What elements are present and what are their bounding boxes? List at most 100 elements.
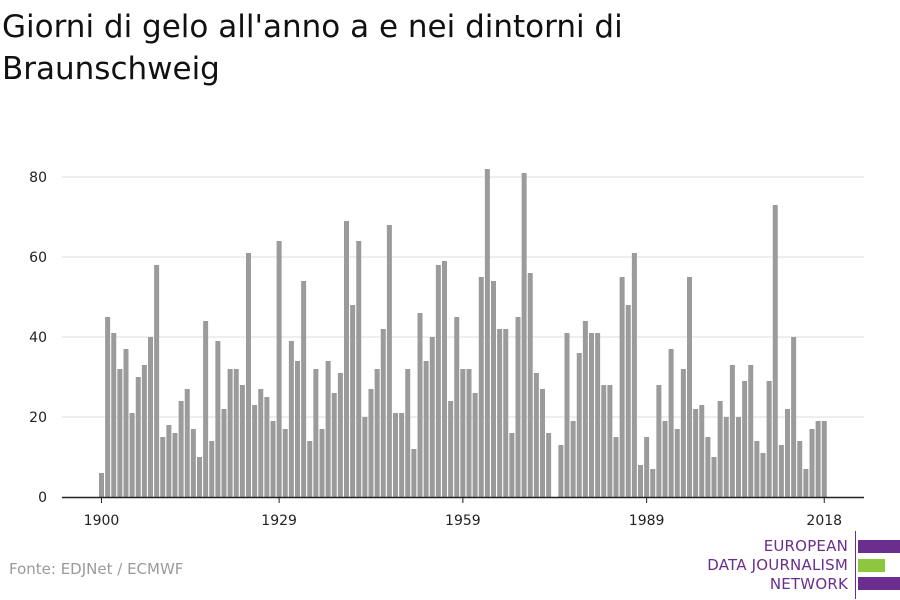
bar-1910 xyxy=(160,437,166,497)
bar-1933 xyxy=(301,281,307,497)
bar-1912 xyxy=(172,433,178,497)
x-axis-ticks: 1900 1929 1959 1989 2018 xyxy=(84,497,842,529)
bar-1962 xyxy=(478,277,484,497)
bar-1998 xyxy=(699,405,705,497)
x-tick-label: 1900 xyxy=(84,513,120,529)
logo-bar-purple-bottom xyxy=(858,577,900,590)
bar-1931 xyxy=(288,341,294,497)
bar-1996 xyxy=(687,277,692,497)
bar-2011 xyxy=(778,445,784,497)
bar-1964 xyxy=(491,281,496,497)
bar-1914 xyxy=(184,389,190,497)
bar-1954 xyxy=(429,337,435,497)
bar-1959 xyxy=(460,369,466,497)
bar-2014 xyxy=(797,441,803,497)
bar-1997 xyxy=(693,409,699,497)
bar-1989 xyxy=(644,437,650,497)
bar-1937 xyxy=(325,361,331,497)
bar-1980 xyxy=(589,333,594,497)
bar-1972 xyxy=(540,389,545,497)
bar-1983 xyxy=(607,385,613,497)
y-tick-label: 60 xyxy=(29,250,47,266)
logo-line-3: NETWORK xyxy=(769,575,848,593)
bar-1908 xyxy=(148,337,153,497)
bar-1963 xyxy=(484,169,490,497)
bar-1924 xyxy=(246,253,251,497)
bar-1940 xyxy=(344,221,349,497)
bar-2005 xyxy=(742,381,748,497)
bar-1938 xyxy=(331,393,337,497)
bar-1999 xyxy=(705,437,711,497)
bar-1986 xyxy=(625,305,631,497)
bar-1907 xyxy=(141,365,147,497)
bar-1913 xyxy=(178,401,184,497)
bar-1906 xyxy=(135,377,141,497)
bar-1915 xyxy=(190,429,196,497)
bar-1927 xyxy=(264,397,270,497)
bar-1976 xyxy=(564,333,570,497)
bar-2017 xyxy=(815,421,821,497)
bar-2018 xyxy=(821,421,827,497)
bar-1928 xyxy=(270,421,276,497)
bar-1960 xyxy=(466,369,472,497)
bar-2002 xyxy=(723,417,729,497)
bar-1930 xyxy=(282,429,288,497)
bar-1939 xyxy=(337,373,343,497)
bar-1967 xyxy=(509,433,515,497)
bar-2000 xyxy=(711,457,717,497)
bar-1929 xyxy=(276,241,282,497)
bar-1919 xyxy=(215,341,221,497)
bar-1978 xyxy=(576,353,582,497)
bar-1973 xyxy=(546,433,552,497)
bar-1945 xyxy=(374,369,380,497)
y-tick-label: 0 xyxy=(38,490,47,506)
bar-1943 xyxy=(362,417,368,497)
bar-1971 xyxy=(533,373,539,497)
bar-1955 xyxy=(435,265,441,497)
bar-1934 xyxy=(307,441,313,497)
bar-1900 xyxy=(99,473,104,497)
bar-2016 xyxy=(809,429,815,497)
bar-1985 xyxy=(619,277,625,497)
bars xyxy=(99,169,827,497)
y-tick-label: 80 xyxy=(29,170,47,186)
bar-1949 xyxy=(399,413,405,497)
bar-1909 xyxy=(154,265,160,497)
bar-1965 xyxy=(497,329,503,497)
bar-1968 xyxy=(515,317,521,497)
bar-1935 xyxy=(313,369,319,497)
bar-1979 xyxy=(582,321,588,497)
bar-1941 xyxy=(350,305,356,497)
bar-2015 xyxy=(803,469,809,497)
logo-line-2: DATA JOURNALISM xyxy=(707,556,848,574)
x-tick-label: 2018 xyxy=(806,513,842,529)
y-axis-ticks: 0 20 40 60 80 xyxy=(29,170,47,506)
bar-2012 xyxy=(785,409,790,497)
source-note: Fonte: EDJNet / ECMWF xyxy=(9,560,184,578)
bar-2001 xyxy=(717,401,723,497)
bar-1925 xyxy=(252,405,258,497)
bar-2007 xyxy=(754,441,760,497)
bar-1977 xyxy=(570,421,576,497)
bar-1948 xyxy=(393,413,398,497)
bar-1921 xyxy=(227,369,233,497)
bar-1902 xyxy=(111,333,117,497)
bar-1926 xyxy=(258,389,264,497)
bar-1904 xyxy=(123,349,129,497)
bar-1991 xyxy=(656,385,662,497)
bar-1905 xyxy=(129,413,135,497)
bar-2009 xyxy=(766,381,772,497)
bar-1947 xyxy=(386,225,392,497)
bar-1995 xyxy=(680,369,686,497)
bar-1916 xyxy=(197,457,202,497)
logo-bar-purple-top xyxy=(858,540,900,553)
bar-1993 xyxy=(668,349,674,497)
bar-1944 xyxy=(368,389,374,497)
bar-2004 xyxy=(736,417,741,497)
bar-1975 xyxy=(558,445,564,497)
bar-1961 xyxy=(472,393,478,497)
bar-2008 xyxy=(760,453,766,497)
bar-1953 xyxy=(423,361,429,497)
bar-1984 xyxy=(613,437,619,497)
